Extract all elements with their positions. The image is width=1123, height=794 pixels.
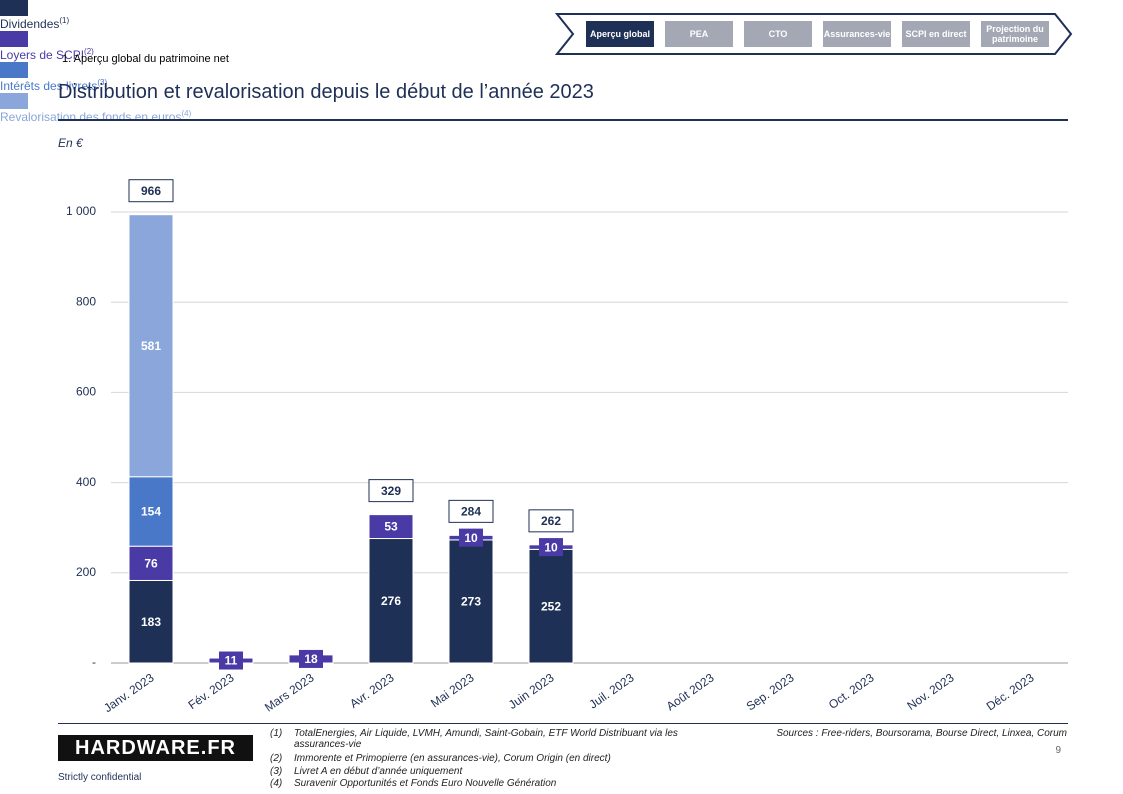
value-label: 252: [541, 599, 561, 613]
nav-tab[interactable]: PEA: [665, 21, 733, 47]
legend-label: Revalorisation des fonds en euros(4): [0, 109, 192, 124]
total-label: 284: [461, 505, 481, 519]
total-label: 262: [541, 514, 561, 528]
footnote-text: Livret A en début d’année uniquement: [294, 765, 463, 777]
y-tick-label: 1 000: [66, 204, 96, 218]
value-label: 18: [304, 652, 318, 666]
legend-note: (4): [181, 109, 192, 118]
total-box: [128, 179, 174, 203]
slide-title: Distribution et revalorisation depuis le…: [58, 81, 594, 103]
legend-label: Intérêts des livrets(3): [0, 78, 108, 93]
legend-swatch: [0, 0, 28, 16]
footnote-number: (2): [270, 753, 283, 764]
footer-rule: [58, 723, 1068, 724]
footnote: (4) Suravenir Opportunités et Fonds Euro …: [270, 778, 704, 789]
y-tick-label: 200: [76, 565, 96, 579]
section-label: 1. Aperçu global du patrimoine net: [62, 53, 229, 65]
legend-swatch: [0, 62, 28, 78]
bar-segment: [128, 214, 174, 478]
x-tick-label: Mai 2023: [428, 670, 477, 710]
footnote: (2) Immorente et Primopierre (en assuranc…: [270, 753, 704, 764]
footnote: (1) TotalEnergies, Air Liquide, LVMH, Amu…: [270, 728, 704, 750]
x-tick-label: Sep. 2023: [744, 670, 797, 713]
legend-swatch: [0, 93, 28, 109]
value-label: 276: [381, 594, 401, 608]
value-label: 581: [141, 339, 161, 353]
x-tick-label: Janv. 2023: [101, 670, 157, 715]
total-box: [368, 479, 414, 503]
value-label: 183: [141, 615, 161, 629]
total-label: 329: [381, 484, 401, 498]
bar-segment: [128, 545, 174, 581]
value-label-box: [219, 651, 243, 670]
x-tick-label: Mars 2023: [262, 670, 317, 714]
value-label: 10: [464, 531, 478, 545]
nav-tab[interactable]: SCPI en direct: [902, 21, 970, 47]
x-tick-label: Juil. 2023: [586, 670, 636, 711]
total-box: [448, 499, 494, 523]
nav-tab[interactable]: Aperçu global: [586, 21, 654, 47]
footnote-text: Suravenir Opportunités et Fonds Euro Nou…: [294, 778, 557, 789]
legend-note: (2): [84, 47, 94, 56]
footnote-number: (1): [270, 728, 283, 739]
x-tick-label: Fév. 2023: [186, 670, 237, 712]
bar-segment: [128, 579, 174, 664]
unit-label: En €: [58, 136, 83, 150]
page-number: 9: [1055, 745, 1061, 756]
value-label-box: [539, 538, 563, 557]
total-label: 966: [141, 184, 161, 198]
value-label: 273: [461, 595, 481, 609]
legend-label: Loyers de SCPI(2): [0, 47, 94, 62]
x-tick-label: Oct. 2023: [826, 670, 877, 711]
legend-swatch: [0, 31, 28, 47]
legend-label: Dividendes(1): [0, 16, 70, 31]
bar-segment: [368, 514, 414, 540]
title-rule: [58, 119, 1068, 121]
value-label: 76: [144, 557, 158, 571]
value-label-box: [459, 528, 483, 547]
bar-segment: [528, 548, 574, 664]
y-tick-label: 600: [76, 385, 96, 399]
x-tick-label: Avr. 2023: [347, 670, 397, 711]
nav-tab[interactable]: CTO: [744, 21, 812, 47]
x-tick-label: Juin 2023: [506, 670, 557, 712]
footnote-text: Immorente et Primopierre (en assurances-…: [294, 753, 611, 764]
y-tick-label: -: [92, 655, 96, 669]
value-label: 11: [225, 654, 238, 668]
footnote-number: (4): [270, 778, 283, 789]
value-label-box: [299, 649, 323, 668]
value-label: 10: [544, 540, 558, 554]
confidential: Strictly confidential: [58, 772, 142, 783]
x-tick-label: Août 2023: [664, 670, 717, 713]
bar-segment: [448, 539, 494, 664]
footnote-number: (3): [270, 765, 283, 777]
value-label: 53: [384, 520, 398, 534]
x-tick-label: Nov. 2023: [904, 670, 956, 713]
nav-tab[interactable]: Assurances-vie: [823, 21, 891, 47]
legend-note: (3): [97, 78, 108, 87]
total-box: [528, 509, 574, 533]
footnote: (3) Livret A en début d’année uniquement: [270, 766, 704, 777]
value-label: 154: [141, 505, 161, 519]
footnote-text: TotalEnergies, Air Liquide, LVMH, Amundi…: [294, 728, 678, 750]
x-tick-label: Déc. 2023: [984, 670, 1037, 713]
legend-note: (1): [59, 16, 70, 25]
nav-tab[interactable]: Projection du patrimoine: [981, 21, 1049, 47]
chart: - 200 400 600 800 1 000 Janv. 2023 183 76 154 581 9…: [66, 179, 1068, 715]
y-tick-label: 400: [76, 475, 96, 489]
sources: Sources : Free-riders, Boursorama, Bours…: [776, 728, 1067, 739]
logo: HARDWARE.FR: [58, 735, 253, 761]
y-tick-label: 800: [76, 294, 96, 308]
